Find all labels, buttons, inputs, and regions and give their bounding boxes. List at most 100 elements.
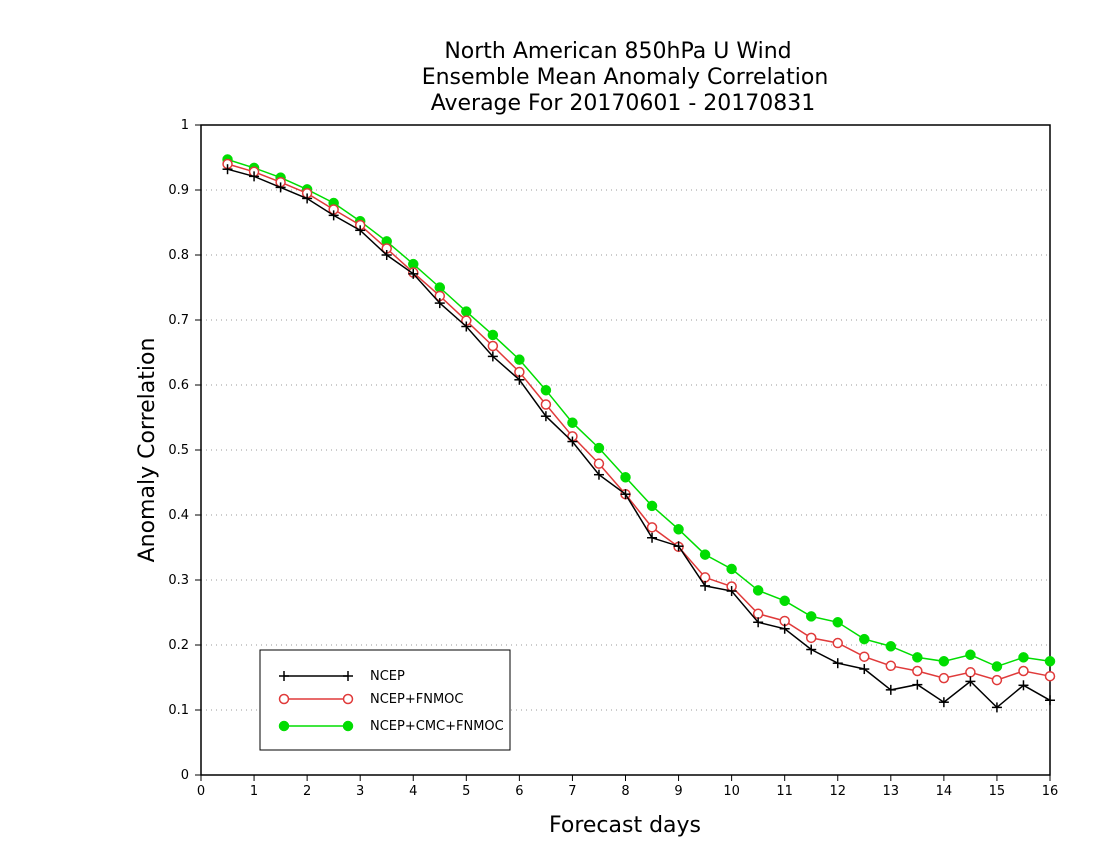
y-tick-label-10: 1 — [181, 118, 189, 133]
point-ncep-29 — [991, 702, 1002, 713]
x-axis-label: Forecast days — [549, 813, 701, 838]
point-ncep-27 — [938, 697, 949, 708]
series-line-ncep — [227, 168, 1051, 709]
x-tick-label-16: 16 — [1042, 784, 1059, 799]
point-ncep-15 — [620, 489, 631, 500]
point-ncep-22 — [806, 644, 817, 655]
point-ncep-cmc-fnmoc-31 — [1044, 656, 1056, 667]
point-ncep-cmc-fnmoc-25 — [885, 641, 897, 652]
point-ncep-16 — [647, 532, 658, 543]
point-ncep-fnmoc-12 — [540, 399, 552, 410]
y-tick-label-0: 0 — [181, 768, 189, 783]
y-tick-label-8: 0.8 — [168, 248, 189, 263]
series-layer — [222, 154, 1056, 713]
point-ncep-25 — [885, 684, 896, 695]
point-ncep-18 — [700, 580, 711, 591]
series-ncep-cmc-fnmoc — [222, 154, 1056, 672]
point-ncep-14 — [593, 469, 604, 480]
point-ncep-11 — [514, 374, 525, 385]
point-ncep-fnmoc-16 — [646, 522, 658, 533]
point-ncep-fnmoc-27 — [938, 672, 950, 684]
point-ncep-cmc-fnmoc-29 — [991, 661, 1003, 672]
x-tick-label-8: 8 — [621, 784, 629, 799]
legend-marker-left-ncep-cmc-fnmoc — [278, 720, 290, 732]
point-ncep-cmc-fnmoc-19 — [726, 563, 737, 575]
chart-title: North American 850hPa U Wind Ensemble Me… — [422, 39, 829, 116]
point-ncep-cmc-fnmoc-11 — [514, 354, 525, 365]
legend-box — [259, 649, 511, 751]
x-tick-label-1: 1 — [250, 784, 258, 799]
y-tick-label-3: 0.3 — [168, 573, 189, 588]
point-ncep-26 — [912, 679, 923, 690]
chart-title-line-3: Average For 20170601 - 20170831 — [431, 91, 816, 116]
point-ncep-fnmoc-26 — [912, 665, 923, 677]
y-tick-label-6: 0.6 — [168, 378, 189, 393]
point-ncep-20 — [753, 617, 764, 628]
series-line-ncep-cmc-fnmoc — [227, 158, 1051, 668]
y-tick-label-4: 0.4 — [168, 508, 189, 523]
series-ncep-fnmoc — [222, 158, 1056, 686]
x-tick-label-7: 7 — [568, 784, 576, 799]
point-ncep-cmc-fnmoc-20 — [752, 585, 764, 596]
y-tick-label-9: 0.9 — [168, 183, 189, 198]
x-tick-label-2: 2 — [303, 784, 311, 799]
point-ncep-cmc-fnmoc-30 — [1018, 652, 1029, 663]
legend-label-ncep-fnmoc: NCEP+FNMOC — [370, 692, 463, 707]
point-ncep-fnmoc-31 — [1044, 670, 1056, 682]
point-ncep-cmc-fnmoc-22 — [805, 611, 817, 622]
x-tick-label-4: 4 — [409, 784, 417, 799]
x-tick-label-3: 3 — [356, 784, 364, 799]
y-tick-label-7: 0.7 — [168, 313, 189, 328]
x-tick-label-10: 10 — [723, 784, 740, 799]
point-ncep-12 — [540, 411, 551, 422]
x-tick-label-11: 11 — [776, 784, 793, 799]
point-ncep-fnmoc-23 — [832, 637, 843, 649]
point-ncep-fnmoc-29 — [991, 674, 1003, 686]
chart-title-line-2: Ensemble Mean Anomaly Correlation — [422, 65, 829, 90]
point-ncep-fnmoc-24 — [859, 651, 870, 662]
point-ncep-0 — [222, 164, 233, 175]
point-ncep-21 — [779, 623, 790, 634]
x-tick-label-9: 9 — [674, 784, 682, 799]
y-axis-label: Anomaly Correlation — [135, 338, 160, 563]
legend-marker-right-ncep — [343, 671, 353, 681]
legend-label-ncep-cmc-fnmoc: NCEP+CMC+FNMOC — [370, 719, 504, 734]
axis-ticks: 00.10.20.30.40.50.60.70.80.910 1 2 3 4 5 6 7 8 9 1… — [168, 118, 1058, 799]
point-ncep-23 — [832, 658, 843, 669]
point-ncep-fnmoc-30 — [1018, 665, 1029, 677]
series-ncep — [222, 164, 1055, 713]
point-ncep-cmc-fnmoc-10 — [487, 329, 499, 341]
legend: NCEP NCEP+FNMOC NCEP+CMC+FNMOC — [259, 649, 511, 751]
point-ncep-13 — [567, 436, 578, 447]
point-ncep-fnmoc-20 — [752, 608, 764, 620]
point-ncep-30 — [1018, 680, 1029, 691]
plot-frame — [200, 124, 1051, 776]
point-ncep-cmc-fnmoc-16 — [646, 500, 658, 512]
x-tick-label-6: 6 — [515, 784, 523, 799]
x-tick-label-5: 5 — [462, 784, 470, 799]
point-ncep-24 — [859, 664, 870, 675]
point-ncep-fnmoc-25 — [885, 660, 897, 672]
point-ncep-5 — [355, 225, 366, 236]
legend-marker-right-ncep-cmc-fnmoc — [342, 720, 354, 732]
point-ncep-3 — [302, 193, 313, 204]
point-ncep-cmc-fnmoc-9 — [461, 306, 472, 317]
grid-lines — [201, 189, 1050, 711]
x-tick-label-14: 14 — [936, 784, 953, 799]
point-ncep-cmc-fnmoc-14 — [593, 442, 605, 454]
point-ncep-cmc-fnmoc-17 — [673, 524, 684, 535]
legend-marker-right-ncep-fnmoc — [342, 693, 354, 705]
y-tick-label-2: 0.2 — [168, 638, 189, 653]
point-ncep-10 — [487, 351, 498, 362]
point-ncep-cmc-fnmoc-15 — [620, 472, 631, 483]
point-ncep-fnmoc-14 — [593, 458, 605, 469]
point-ncep-17 — [673, 541, 684, 552]
point-ncep-cmc-fnmoc-23 — [832, 617, 843, 628]
point-ncep-2 — [275, 182, 286, 193]
point-ncep-cmc-fnmoc-18 — [699, 549, 711, 560]
y-tick-label-5: 0.5 — [168, 443, 189, 458]
x-tick-label-12: 12 — [829, 784, 846, 799]
x-tick-label-15: 15 — [989, 784, 1006, 799]
point-ncep-cmc-fnmoc-26 — [912, 652, 923, 663]
